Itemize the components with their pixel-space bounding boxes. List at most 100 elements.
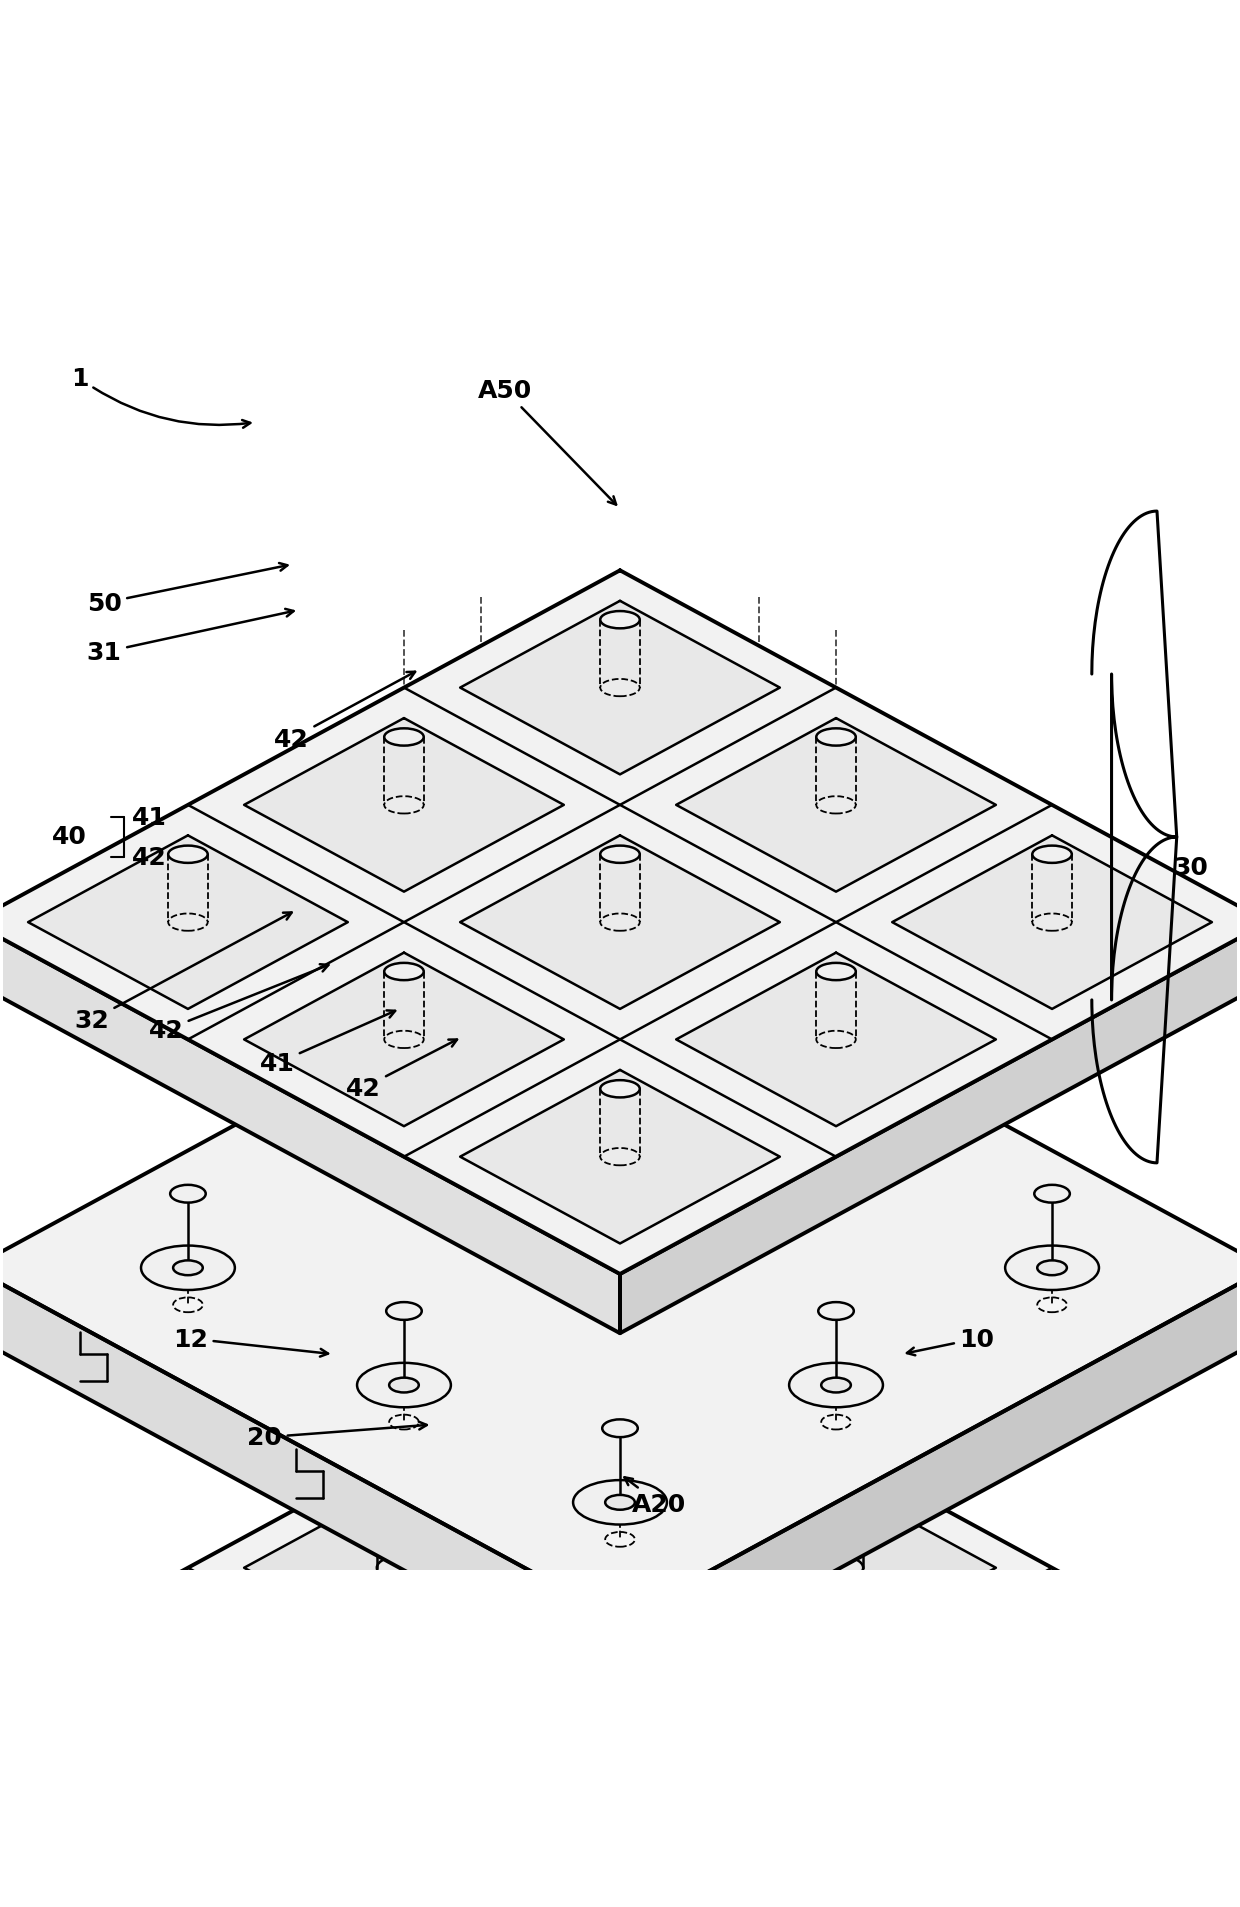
Ellipse shape xyxy=(377,1791,432,1815)
Polygon shape xyxy=(676,719,996,892)
Ellipse shape xyxy=(389,1180,419,1196)
Ellipse shape xyxy=(384,728,424,746)
Ellipse shape xyxy=(1033,847,1071,864)
Ellipse shape xyxy=(389,1144,419,1158)
Ellipse shape xyxy=(377,1505,432,1528)
Ellipse shape xyxy=(386,1302,422,1320)
Ellipse shape xyxy=(357,1364,451,1407)
Ellipse shape xyxy=(170,1186,206,1203)
Text: 10: 10 xyxy=(906,1327,994,1356)
Ellipse shape xyxy=(600,1081,640,1098)
Ellipse shape xyxy=(1033,913,1071,931)
Polygon shape xyxy=(620,1268,1240,1688)
Text: 41: 41 xyxy=(259,1011,396,1076)
Ellipse shape xyxy=(377,1737,432,1762)
Ellipse shape xyxy=(600,1148,640,1165)
Polygon shape xyxy=(620,1686,1240,1907)
Ellipse shape xyxy=(603,1186,637,1203)
Ellipse shape xyxy=(161,1621,215,1646)
Ellipse shape xyxy=(174,1299,203,1312)
Ellipse shape xyxy=(816,728,856,746)
Ellipse shape xyxy=(174,1261,203,1276)
Ellipse shape xyxy=(821,1379,851,1392)
Ellipse shape xyxy=(816,797,856,814)
Polygon shape xyxy=(460,601,780,774)
Ellipse shape xyxy=(818,1302,854,1320)
Ellipse shape xyxy=(808,1556,863,1581)
Ellipse shape xyxy=(169,913,207,931)
Polygon shape xyxy=(893,835,1211,1009)
Text: A20: A20 xyxy=(625,1478,687,1516)
Text: 42: 42 xyxy=(274,673,415,751)
Ellipse shape xyxy=(818,1068,854,1085)
Ellipse shape xyxy=(377,1556,432,1581)
Ellipse shape xyxy=(605,1531,635,1547)
Text: 42: 42 xyxy=(133,845,167,870)
Ellipse shape xyxy=(384,797,424,814)
Polygon shape xyxy=(244,1716,564,1890)
Ellipse shape xyxy=(605,1261,635,1276)
Ellipse shape xyxy=(789,1129,883,1173)
Ellipse shape xyxy=(161,1672,215,1697)
Text: 30: 30 xyxy=(1173,854,1208,879)
Ellipse shape xyxy=(593,1856,647,1880)
Polygon shape xyxy=(0,1268,620,1688)
Ellipse shape xyxy=(600,679,640,696)
Ellipse shape xyxy=(816,963,856,980)
Ellipse shape xyxy=(573,1245,667,1291)
Ellipse shape xyxy=(593,1621,647,1646)
Ellipse shape xyxy=(357,1129,451,1173)
Ellipse shape xyxy=(821,1180,851,1196)
Ellipse shape xyxy=(1025,1672,1079,1697)
Polygon shape xyxy=(0,1686,620,1907)
Ellipse shape xyxy=(386,1068,422,1085)
Ellipse shape xyxy=(789,1364,883,1407)
Ellipse shape xyxy=(605,1026,635,1041)
Ellipse shape xyxy=(600,612,640,629)
Polygon shape xyxy=(29,1598,347,1772)
Ellipse shape xyxy=(816,1032,856,1049)
Polygon shape xyxy=(676,1482,996,1655)
Text: 32: 32 xyxy=(74,913,291,1032)
Text: 12: 12 xyxy=(174,1327,329,1358)
Ellipse shape xyxy=(1006,1245,1099,1291)
Ellipse shape xyxy=(573,1480,667,1526)
Text: 42: 42 xyxy=(149,965,329,1043)
Text: A50: A50 xyxy=(479,379,616,505)
Text: 41: 41 xyxy=(133,807,167,830)
Text: 40: 40 xyxy=(52,824,87,849)
Ellipse shape xyxy=(169,847,207,864)
Ellipse shape xyxy=(605,1064,635,1077)
Ellipse shape xyxy=(384,963,424,980)
Ellipse shape xyxy=(593,1386,647,1411)
Ellipse shape xyxy=(593,1438,647,1463)
Ellipse shape xyxy=(389,1379,419,1392)
Ellipse shape xyxy=(384,1032,424,1049)
Text: 31: 31 xyxy=(87,610,294,666)
Polygon shape xyxy=(460,1833,780,1907)
Polygon shape xyxy=(676,954,996,1127)
Polygon shape xyxy=(460,1598,780,1772)
Ellipse shape xyxy=(1037,1299,1066,1312)
Ellipse shape xyxy=(603,1419,637,1438)
Ellipse shape xyxy=(605,1495,635,1510)
Polygon shape xyxy=(0,923,620,1333)
Ellipse shape xyxy=(600,913,640,931)
Text: 50: 50 xyxy=(87,564,288,616)
Ellipse shape xyxy=(573,1011,667,1056)
Polygon shape xyxy=(460,835,780,1009)
Polygon shape xyxy=(460,1364,780,1537)
Ellipse shape xyxy=(603,952,637,969)
Ellipse shape xyxy=(593,1672,647,1697)
Ellipse shape xyxy=(605,1299,635,1312)
Text: 42: 42 xyxy=(346,1039,458,1100)
Polygon shape xyxy=(676,1716,996,1890)
Polygon shape xyxy=(620,923,1240,1333)
Polygon shape xyxy=(460,1070,780,1243)
Ellipse shape xyxy=(821,1144,851,1158)
Polygon shape xyxy=(244,1482,564,1655)
Ellipse shape xyxy=(389,1415,419,1430)
Ellipse shape xyxy=(1037,1261,1066,1276)
Polygon shape xyxy=(244,719,564,892)
Ellipse shape xyxy=(1025,1621,1079,1646)
